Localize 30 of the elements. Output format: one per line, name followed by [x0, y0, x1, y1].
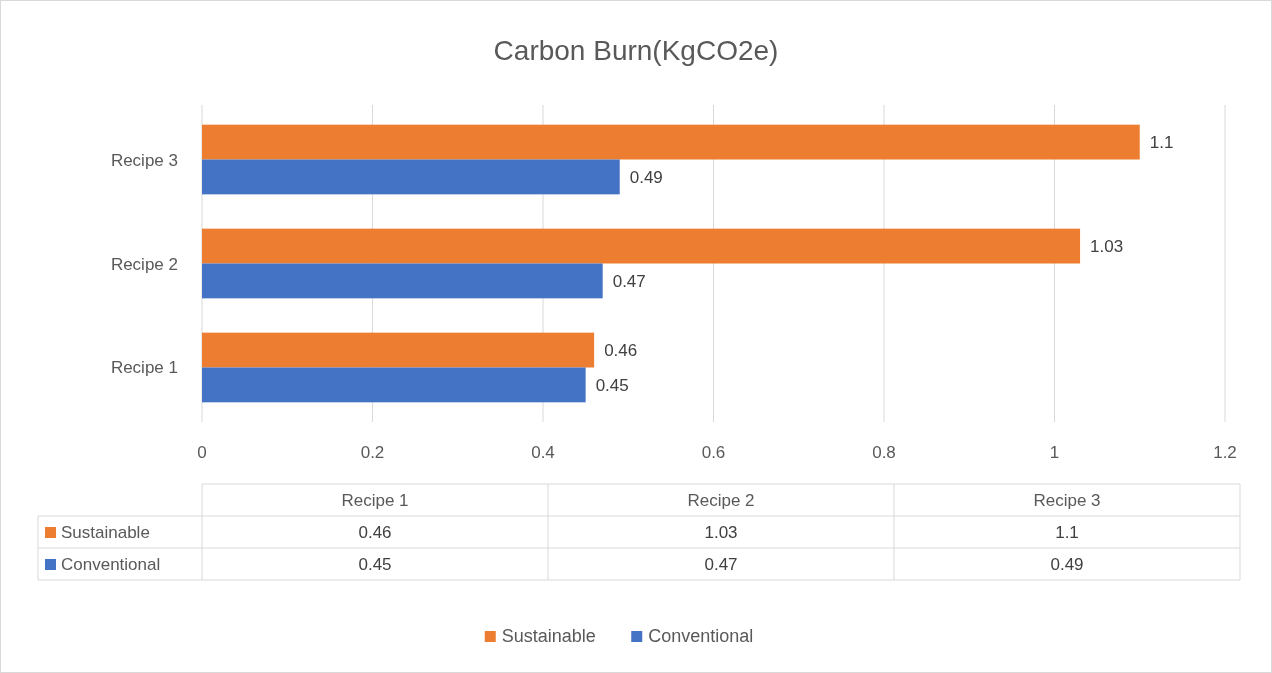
x-tick-label: 0.6	[701, 443, 726, 462]
y-tick-label: Recipe 3	[110, 150, 178, 170]
x-tick-label: 0.8	[872, 443, 896, 462]
data-label: 0.47	[612, 271, 646, 291]
x-tick-label: 0.4	[531, 443, 555, 462]
data-label: 0.49	[629, 167, 663, 187]
text: 1.1	[1055, 523, 1079, 542]
text: 0.45	[358, 555, 392, 574]
text: 0.47	[704, 555, 738, 574]
x-tick-label: 1	[1049, 443, 1060, 462]
text: 0.49	[1050, 555, 1084, 574]
y-tick-label: Recipe 1	[110, 358, 178, 378]
data-label: 0.46	[604, 341, 638, 361]
text: Conventional	[648, 626, 754, 646]
legend-label: Sustainable	[61, 523, 150, 542]
data-label: 1.03	[1090, 237, 1124, 257]
category-label: Recipe 2	[687, 491, 755, 510]
x-tick-label: 0.2	[360, 443, 385, 462]
y-tick-label: Recipe 2	[110, 254, 178, 274]
legend-label: Conventional	[61, 555, 161, 574]
category-label: Recipe 3	[1033, 491, 1101, 510]
data-label: 1.1	[1149, 133, 1174, 153]
text: 0.46	[358, 523, 392, 542]
x-tick-label: 1.2	[1213, 443, 1237, 462]
x-tick-label: 0	[197, 443, 207, 462]
category-label: Recipe 1	[341, 491, 409, 510]
text: 1.03	[704, 523, 738, 542]
text: Sustainable	[501, 626, 596, 646]
data-label: 0.45	[595, 375, 629, 395]
chart-title: Carbon Burn(KgCO2e)	[493, 35, 779, 66]
